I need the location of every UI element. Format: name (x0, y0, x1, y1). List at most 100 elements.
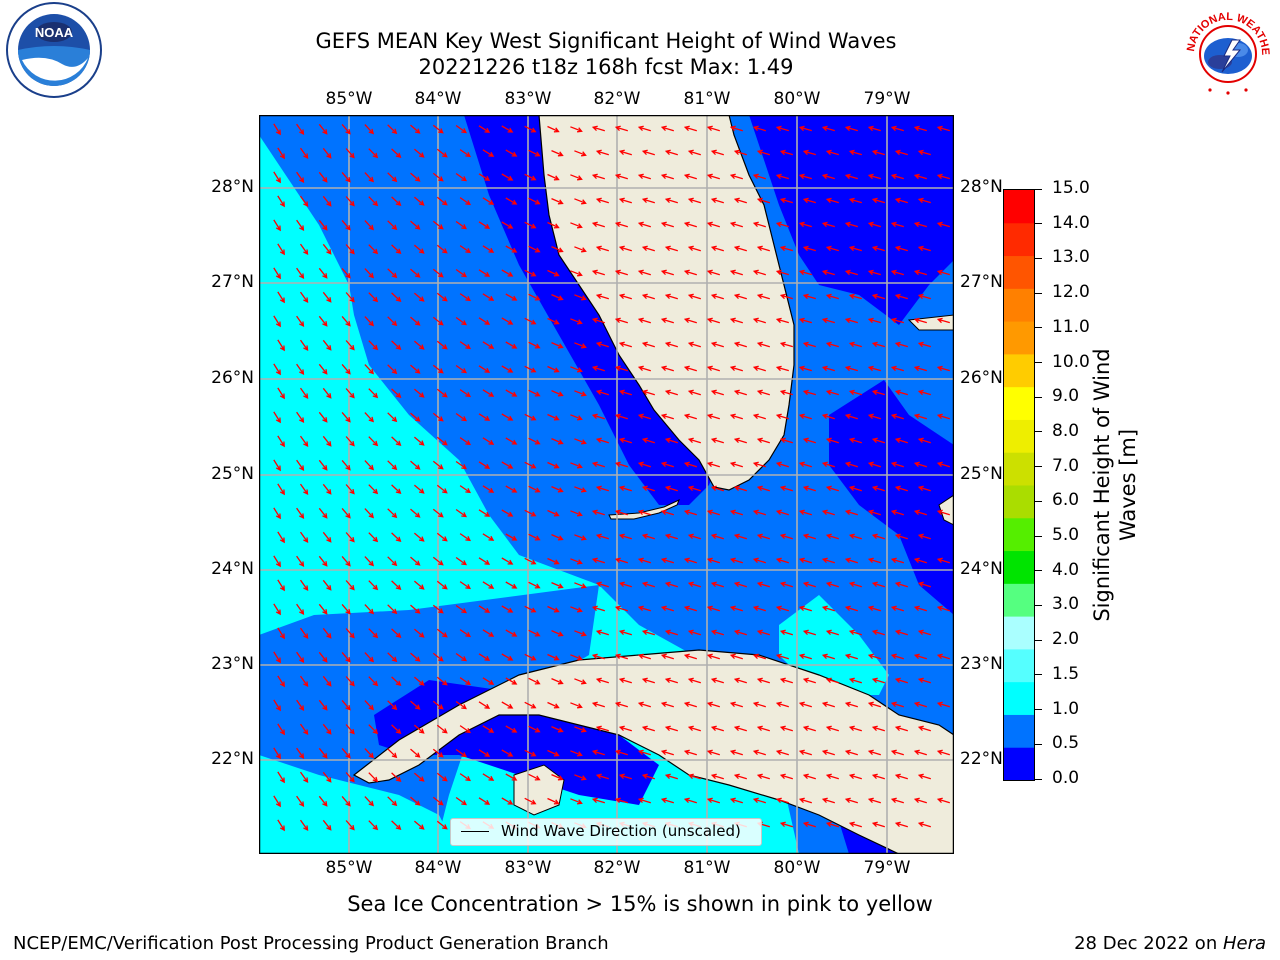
wind-wave-arrow (322, 195, 332, 207)
wind-wave-arrow (299, 579, 309, 592)
wind-wave-arrow (296, 459, 305, 472)
wind-wave-arrow (528, 341, 541, 349)
wind-wave-arrow (524, 173, 537, 181)
sea-ice-note: Sea Ice Concentration > 15% is shown in … (347, 892, 933, 916)
wind-wave-arrow (917, 725, 931, 732)
wind-wave-arrow (528, 197, 541, 205)
wind-wave-arrow (273, 315, 281, 328)
wind-wave-arrow (775, 653, 789, 660)
wind-wave-arrow (890, 605, 904, 612)
wind-wave-arrow (387, 748, 398, 759)
wind-wave-arrow (641, 485, 655, 492)
colorbar-tick-label: 0.0 (1052, 768, 1080, 788)
wind-wave-arrow (614, 557, 628, 564)
wind-wave-arrow (551, 582, 564, 589)
wind-wave-arrow (277, 195, 285, 208)
wind-wave-arrow (618, 149, 632, 156)
wind-wave-arrow (917, 149, 931, 156)
wind-wave-arrow (591, 557, 605, 564)
wind-wave-arrow (917, 197, 931, 204)
wave-zone-0p0-atlantic (749, 115, 954, 325)
wind-wave-arrow (779, 629, 793, 636)
wind-wave-arrow (368, 772, 379, 783)
wind-wave-arrow (618, 485, 632, 492)
wind-wave-arrow (913, 269, 927, 276)
wind-wave-arrow (802, 821, 816, 828)
lat-label-right: 26°N (960, 368, 1003, 388)
wind-wave-arrow (591, 221, 605, 228)
wind-wave-arrow (802, 245, 816, 252)
wind-wave-arrow (844, 797, 858, 804)
wind-wave-arrow (501, 317, 514, 325)
wind-wave-arrow (591, 317, 605, 324)
wind-wave-arrow (660, 221, 674, 228)
wind-wave-arrow (798, 509, 812, 516)
wind-wave-arrow (894, 437, 908, 444)
wind-wave-arrow (618, 533, 632, 540)
wind-wave-arrow (459, 149, 472, 158)
wind-wave-arrow (364, 364, 375, 375)
wind-wave-arrow (591, 797, 605, 804)
wind-wave-arrow (733, 197, 747, 204)
wind-wave-arrow (637, 557, 651, 564)
wind-wave-arrow (505, 293, 518, 301)
wind-wave-arrow (913, 173, 927, 180)
wind-wave-arrow (821, 413, 835, 420)
wind-wave-arrow (364, 796, 375, 807)
chart-title-line1: GEFS MEAN Key West Significant Height of… (315, 29, 897, 53)
colorbar-tick-mark (1034, 709, 1042, 711)
lon-label-top: 80°W (773, 89, 821, 109)
wind-wave-arrow (547, 173, 560, 181)
lon-label-top: 81°W (683, 89, 731, 109)
wind-wave-arrow (729, 749, 743, 756)
wind-wave-arrow (917, 533, 931, 540)
wind-wave-arrow (547, 221, 560, 229)
wind-wave-arrow (482, 629, 495, 637)
wind-wave-arrow (618, 197, 632, 204)
wind-wave-arrow (482, 773, 495, 781)
wind-wave-arrow (501, 365, 514, 373)
wind-wave-arrow (273, 363, 281, 376)
wind-wave-arrow (478, 269, 491, 277)
colorbar-tick-label: 9.0 (1052, 386, 1080, 407)
wind-wave-arrow (432, 556, 444, 566)
wind-wave-arrow (848, 389, 862, 396)
wind-wave-arrow (936, 317, 950, 324)
lon-label-top: 83°W (504, 89, 552, 109)
wind-wave-arrow (364, 652, 375, 663)
wind-wave-arrow (756, 773, 770, 780)
wind-wave-arrow (894, 149, 908, 156)
wind-wave-arrow (825, 245, 839, 252)
wind-wave-arrow (825, 629, 839, 636)
wind-wave-arrow (436, 340, 448, 350)
wind-wave-arrow (821, 221, 835, 228)
wind-wave-arrow (391, 388, 402, 399)
wind-wave-arrow (459, 245, 472, 254)
wind-wave-arrow (752, 221, 766, 228)
wind-wave-arrow (894, 677, 908, 684)
wind-wave-arrow (391, 532, 402, 543)
wind-wave-arrow (341, 603, 351, 615)
wind-wave-arrow (501, 269, 514, 277)
wind-wave-arrow (821, 269, 835, 276)
wind-wave-arrow (505, 389, 518, 397)
wind-wave-arrow (436, 628, 448, 638)
wind-wave-arrow (660, 557, 674, 564)
wind-wave-arrow (318, 795, 328, 807)
wind-wave-arrow (710, 197, 724, 204)
wind-wave-arrow (345, 772, 355, 783)
wind-wave-arrow (844, 605, 858, 612)
wind-wave-arrow (664, 677, 678, 684)
wind-wave-arrow (683, 605, 697, 612)
wind-wave-arrow (391, 484, 402, 495)
wind-wave-arrow (341, 267, 351, 279)
wind-wave-arrow (729, 557, 743, 564)
wind-wave-arrow (637, 125, 651, 132)
lon-label-bottom: 79°W (863, 858, 911, 878)
wind-wave-arrow (917, 245, 931, 252)
wind-wave-arrow (687, 149, 701, 156)
wind-wave-arrow (710, 485, 724, 492)
lat-label-left: 28°N (211, 177, 254, 197)
wind-wave-arrow (729, 701, 743, 708)
wind-wave-arrow (798, 653, 812, 660)
